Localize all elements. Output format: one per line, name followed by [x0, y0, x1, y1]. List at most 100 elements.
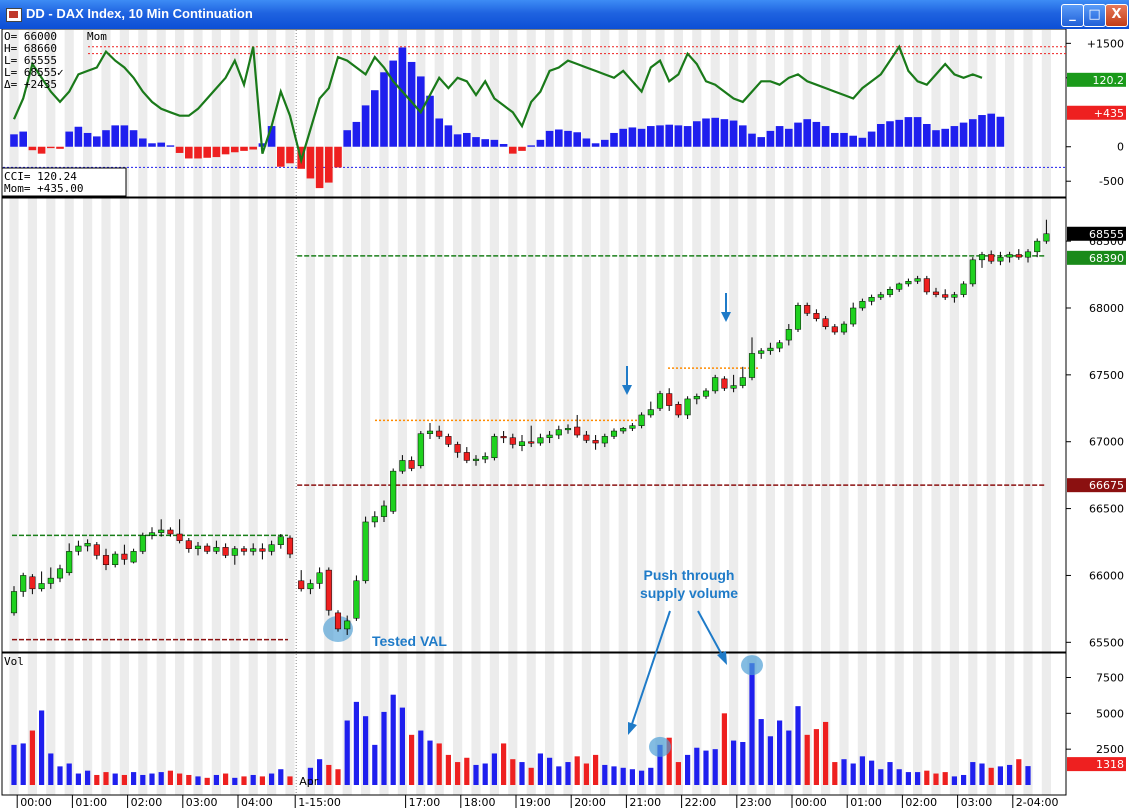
- time-stripe: [175, 30, 185, 795]
- candle-down: [29, 576, 36, 590]
- time-stripes: [9, 30, 1051, 795]
- candle-up: [10, 591, 18, 614]
- cci-value-badge-bg: [1067, 72, 1126, 87]
- candle-down: [454, 444, 461, 453]
- info-low: L= 65555: [4, 54, 57, 67]
- time-label: 02:00: [905, 796, 937, 809]
- time-stripe: [894, 30, 904, 795]
- candle-down: [102, 555, 110, 565]
- volume-bar: [269, 773, 275, 785]
- volume-bar: [1016, 759, 1022, 785]
- candle-down: [831, 326, 838, 333]
- volume-bar: [712, 749, 718, 785]
- time-stripe: [1005, 30, 1015, 795]
- candle-down: [675, 404, 682, 416]
- chart-canvas[interactable]: Vol +1500+10000-500685006800067500670006…: [0, 29, 1129, 811]
- time-stripe: [156, 30, 166, 795]
- title-bar[interactable]: DD - DAX Index, 10 Min Continuation _ □ …: [0, 0, 1129, 29]
- candle-up: [316, 572, 323, 584]
- momentum-bar: [858, 137, 867, 147]
- volume-bar: [149, 773, 155, 785]
- annotations: Tested VAL Push through supply volume: [372, 293, 738, 735]
- momentum-bar: [194, 146, 202, 159]
- volume-bar: [11, 744, 17, 785]
- momentum-bar: [426, 95, 434, 147]
- close-button[interactable]: X: [1105, 4, 1128, 27]
- candle-down: [334, 612, 342, 630]
- momentum-bar: [794, 122, 802, 147]
- momentum-bar: [212, 146, 221, 158]
- momentum-bar: [739, 125, 747, 147]
- candle-up: [776, 342, 783, 349]
- candle-up: [112, 553, 119, 565]
- candle-down: [804, 305, 811, 314]
- volume-bar: [510, 759, 516, 785]
- time-stripe: [729, 30, 739, 795]
- candle-up: [537, 437, 544, 444]
- time-stripe: [46, 30, 56, 795]
- momentum-bar: [527, 145, 535, 147]
- volume-bar: [795, 706, 801, 785]
- volume-bar: [666, 737, 672, 785]
- candle-up: [426, 430, 434, 434]
- time-stripe: [489, 30, 499, 795]
- momentum-bar: [93, 136, 101, 147]
- breakout-arrow-1-head: [622, 385, 632, 395]
- volume-bar: [177, 773, 183, 785]
- volume-bar: [353, 701, 359, 785]
- volume-bar: [933, 773, 939, 785]
- volume-bar: [740, 742, 746, 785]
- volume-highlight: [741, 655, 763, 676]
- minimize-button[interactable]: _: [1061, 4, 1084, 27]
- volume-bar: [565, 762, 571, 785]
- momentum-bar: [766, 130, 775, 147]
- volume-bar: [841, 759, 847, 785]
- candle-up: [960, 283, 967, 295]
- volume-bar: [639, 770, 645, 785]
- volume-bar: [223, 773, 229, 785]
- momentum-bar: [748, 133, 756, 147]
- volume-bar: [158, 772, 164, 785]
- volume-bar: [48, 753, 54, 785]
- momentum-bar: [453, 134, 462, 147]
- time-stripe: [600, 30, 610, 795]
- momentum-bar: [923, 123, 931, 147]
- volume-bar: [241, 776, 247, 785]
- candle-down: [528, 441, 535, 444]
- time-stripe: [526, 30, 536, 795]
- candle-up: [758, 350, 765, 354]
- candle-down: [509, 437, 516, 445]
- volume-bar: [94, 774, 100, 785]
- time-label: 04:00: [241, 796, 273, 809]
- candle-down: [721, 378, 728, 389]
- push-label-line1: Push through: [644, 567, 735, 583]
- green-level-badge: 68390: [1089, 252, 1124, 265]
- momentum-bar: [19, 131, 27, 147]
- time-stripe: [267, 30, 277, 795]
- info-box: O= 66000 H= 68660 L= 65555 L= 68555✓ Δ= …: [1, 30, 127, 197]
- volume-bar: [961, 774, 967, 785]
- volume-bar: [287, 776, 293, 785]
- price-axis-label: 66000: [1089, 569, 1124, 582]
- volume-bar: [278, 769, 284, 785]
- candle-up: [268, 544, 275, 552]
- maximize-button[interactable]: □: [1083, 4, 1106, 27]
- momentum-bar: [352, 121, 361, 147]
- candle-up: [868, 297, 875, 302]
- volume-bar: [896, 769, 902, 785]
- candle-down: [592, 440, 599, 444]
- momentum-bar: [472, 137, 480, 147]
- volume-bar: [951, 776, 957, 785]
- candle-down: [176, 533, 183, 541]
- candle-up: [56, 568, 64, 579]
- momentum-bar: [56, 146, 64, 149]
- momentum-bar: [840, 132, 848, 147]
- mom-readout: Mom= +435.00: [4, 182, 83, 195]
- volume-bar: [427, 740, 433, 785]
- momentum-bar: [481, 139, 489, 147]
- volume-bar: [204, 777, 210, 785]
- candle-up: [277, 536, 284, 545]
- momentum-bar: [361, 105, 370, 147]
- time-label: 1-15:00: [298, 796, 341, 809]
- time-stripe: [416, 30, 426, 795]
